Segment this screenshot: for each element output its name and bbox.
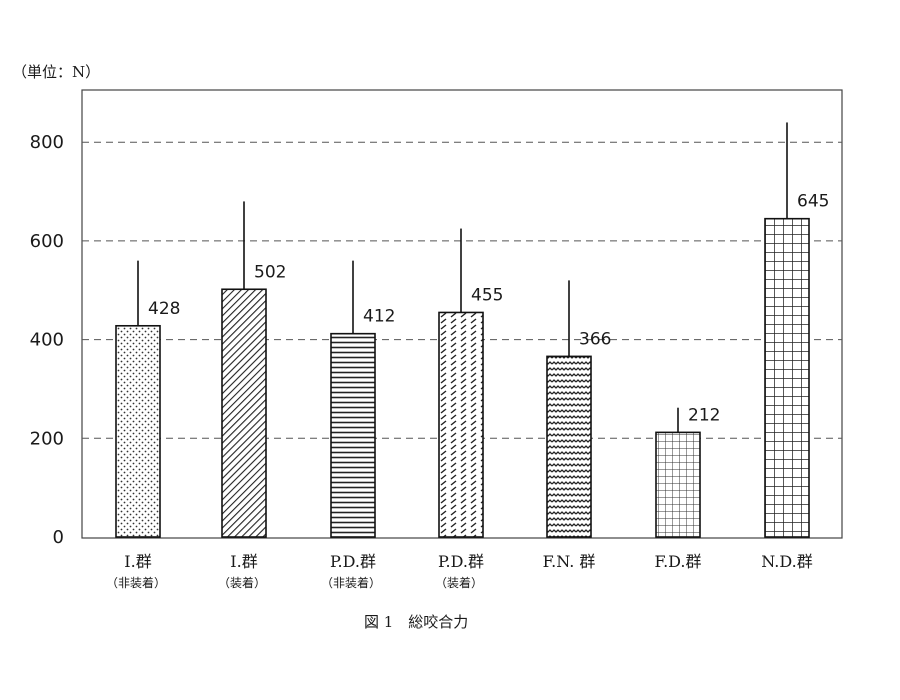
bar (546, 355, 592, 538)
data-labels: 428 502 412 455 366 212 645 (148, 192, 829, 426)
x-tick-sublabel: （装着） (218, 575, 266, 590)
y-tick-label: 0 (53, 527, 64, 548)
x-tick-sublabel: （非装着） (321, 575, 381, 590)
x-tick-sublabel: （装着） (435, 575, 483, 590)
data-label: 366 (579, 329, 611, 349)
y-tick-label: 800 (30, 132, 64, 153)
x-tick-sublabel: （非装着） (106, 575, 166, 590)
plot-area (81, 89, 843, 539)
data-label: 428 (148, 299, 180, 319)
y-tick-label: 400 (30, 330, 64, 351)
y-axis: 0 200 400 600 800 (30, 132, 64, 548)
x-tick-label: P.D.群 (438, 552, 484, 571)
y-tick-label: 600 (30, 231, 64, 252)
bar (115, 324, 161, 538)
bar (221, 288, 267, 538)
data-label: 455 (471, 285, 503, 305)
error-bars (137, 122, 788, 433)
x-tick-label: N.D.群 (761, 552, 812, 571)
x-tick-label: F.N. 群 (543, 552, 596, 571)
bar (330, 332, 376, 538)
data-label: 212 (688, 405, 720, 425)
x-tick-label: P.D.群 (330, 552, 376, 571)
data-label: 645 (797, 192, 829, 212)
y-tick-label: 200 (30, 428, 64, 449)
x-tick-label: I.群 (124, 552, 151, 571)
bar (764, 217, 810, 538)
x-axis: I.群 （非装着） I.群 （装着） P.D.群 （非装着） P.D.群 （装着） F.N. 群… (106, 552, 813, 590)
bars (115, 217, 810, 538)
x-tick-label: F.D.群 (654, 552, 701, 571)
unit-label: （単位：N） (12, 63, 100, 81)
grid-lines (82, 141, 842, 439)
figure-caption: 図 1 総咬合力 (364, 613, 468, 631)
bar (655, 431, 701, 538)
bar (438, 311, 484, 538)
x-tick-label: I.群 (230, 552, 257, 571)
data-label: 502 (254, 262, 286, 282)
data-label: 412 (363, 307, 395, 327)
